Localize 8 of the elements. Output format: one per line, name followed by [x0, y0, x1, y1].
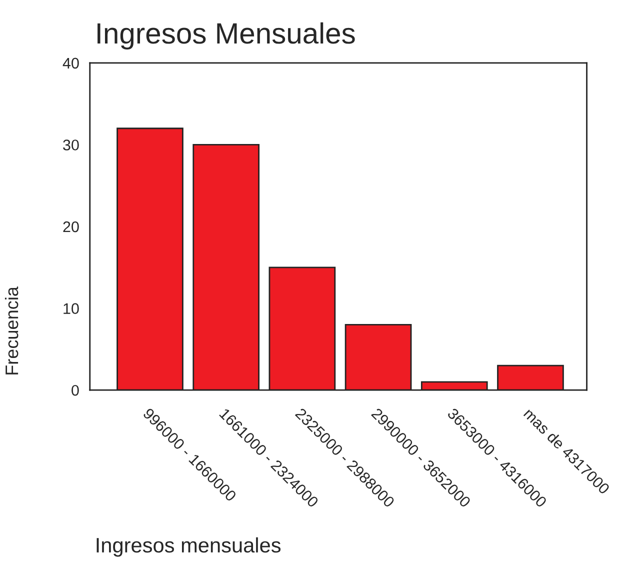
- y-axis-title: Frecuencia: [4, 286, 18, 374]
- y-tick-label: 10: [64, 303, 79, 314]
- y-tick-label: 40: [62, 58, 79, 69]
- y-tick-label: 30: [63, 140, 79, 150]
- chart-title: Ingresos Mensuales: [98, 22, 355, 50]
- y-tick-label: 0: [72, 384, 79, 396]
- y-tick-label: 20: [63, 221, 79, 232]
- x-axis-title: Ingresos mensuales: [96, 537, 281, 557]
